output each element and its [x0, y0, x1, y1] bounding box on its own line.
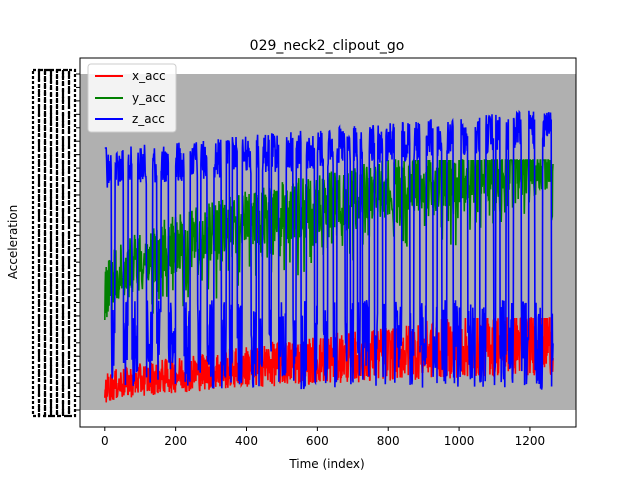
series-y-acc	[104, 158, 554, 321]
chart-title: 029_neck2_clipout_go	[250, 38, 405, 54]
legend-x-acc-label: x_acc	[132, 69, 166, 83]
y-tick-label-overlap	[55, 68, 65, 418]
x-axis-ticks: 0 200 400 600 800 1000 1200	[101, 427, 545, 448]
series-z-acc	[104, 109, 554, 390]
x-tick-label-400: 400	[235, 434, 258, 448]
x-axis-label: Time (index)	[288, 457, 364, 471]
x-tick-label-0: 0	[101, 434, 109, 448]
plot-frame	[79, 57, 577, 428]
y-axis-label: Acceleration	[6, 205, 20, 280]
y-tick-label-overlap	[37, 68, 47, 418]
y-tick-label-overlap	[67, 68, 77, 418]
legend-y-acc-label: y_acc	[132, 91, 166, 105]
y-axis-tick-labels	[31, 68, 80, 418]
series-layer	[104, 109, 554, 403]
y-tick-label-overlap	[31, 68, 41, 418]
x-tick-label-1200: 1200	[515, 434, 546, 448]
x-tick-label-800: 800	[377, 434, 400, 448]
y-tick-label-overlap	[49, 68, 59, 418]
legend-z-acc-label: z_acc	[132, 112, 165, 126]
legend-box	[87, 63, 177, 133]
series-x-acc	[104, 315, 554, 403]
x-tick-label-1000: 1000	[444, 434, 475, 448]
legend: x_acc y_acc z_acc	[87, 63, 177, 133]
x-tick-label-600: 600	[306, 434, 329, 448]
x-tick-label-200: 200	[164, 434, 187, 448]
